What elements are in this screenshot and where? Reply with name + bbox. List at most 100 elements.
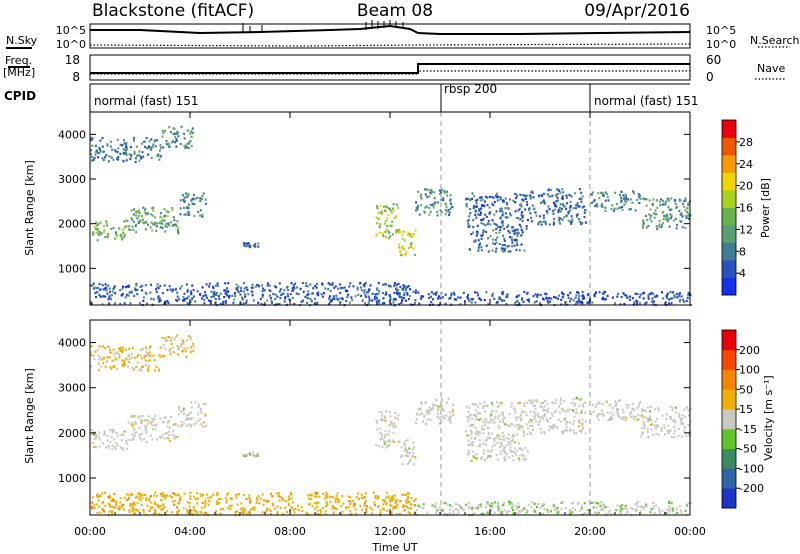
- power-echo-cell: [620, 200, 623, 203]
- power-echo-cell: [123, 302, 126, 305]
- velocity-echo-cell: [570, 402, 573, 405]
- velocity-echo-cell: [150, 501, 153, 504]
- power-echo-cell: [509, 214, 512, 217]
- velocity-echo-cell: [503, 457, 506, 460]
- power-echo-cell: [119, 143, 122, 146]
- power-echo-cell: [360, 286, 362, 289]
- power-echo-cell: [155, 288, 158, 291]
- velocity-echo-cell: [111, 428, 114, 431]
- velocity-echo-cell: [111, 448, 114, 451]
- velocity-echo-cell: [619, 512, 622, 515]
- velocity-echo-cell: [504, 455, 507, 458]
- velocity-echo-cell: [485, 506, 487, 509]
- power-echo-cell: [529, 197, 532, 200]
- power-echo-cell: [135, 282, 138, 285]
- velocity-echo-cell: [215, 502, 218, 505]
- velocity-echo-cell: [618, 415, 621, 419]
- velocity-echo-cell: [657, 425, 660, 428]
- velocity-echo-cell: [166, 432, 169, 435]
- power-echo-cell: [133, 136, 135, 139]
- power-echo-cell: [257, 242, 260, 245]
- power-echo-cell: [662, 199, 665, 202]
- velocity-echo-cell: [405, 499, 408, 502]
- power-echo-cell: [409, 288, 412, 291]
- velocity-echo-cell: [516, 433, 519, 436]
- velocity-echo-cell: [400, 454, 403, 457]
- power-echo-cell: [505, 303, 508, 306]
- velocity-echo-cell: [204, 503, 207, 506]
- power-echo-cell: [500, 247, 503, 250]
- velocity-echo-cell: [449, 421, 452, 424]
- power-echo-cell: [185, 143, 188, 146]
- velocity-echo-cell: [311, 504, 314, 507]
- power-echo-cell: [502, 200, 505, 203]
- power-colorbar-tick-label: 12: [739, 223, 753, 236]
- velocity-echo-cell: [95, 446, 98, 449]
- velocity-echo-cell: [490, 502, 493, 505]
- velocity-echo-cell: [655, 425, 658, 428]
- velocity-echo-cell: [621, 504, 624, 507]
- velocity-echo-cell: [375, 420, 378, 423]
- velocity-echo-cell: [500, 449, 503, 452]
- power-echo-cell: [185, 283, 188, 286]
- power-echo-cell: [289, 293, 292, 296]
- power-echo-cell: [620, 296, 623, 299]
- power-echo-cell: [129, 158, 132, 161]
- power-echo-cell: [403, 297, 405, 300]
- velocity-echo-cell: [620, 417, 623, 420]
- velocity-echo-cell: [136, 355, 139, 358]
- velocity-echo-cell: [187, 412, 190, 416]
- power-echo-cell: [219, 302, 222, 305]
- power-echo-cell: [164, 230, 167, 233]
- velocity-echo-cell: [101, 508, 104, 511]
- velocity-echo-cell: [622, 417, 624, 420]
- velocity-echo-cell: [467, 449, 470, 452]
- velocity-echo-cell: [386, 440, 389, 443]
- velocity-echo-cell: [653, 511, 656, 515]
- velocity-echo-cell: [173, 423, 176, 426]
- velocity-echo-cell: [125, 357, 128, 360]
- power-echo-cell: [311, 292, 314, 295]
- power-echo-cell: [519, 218, 522, 221]
- power-echo-cell: [99, 231, 102, 234]
- power-echo-cell: [496, 236, 499, 239]
- velocity-echo-cell: [104, 491, 107, 494]
- velocity-echo-cell: [663, 426, 666, 429]
- velocity-echo-cell: [197, 419, 200, 422]
- power-echo-cell: [404, 289, 407, 292]
- power-echo-cell: [529, 195, 532, 198]
- power-echo-cell: [498, 231, 501, 234]
- velocity-echo-cell: [90, 365, 93, 368]
- power-echo-cell: [428, 296, 430, 300]
- velocity-echo-cell: [112, 348, 115, 351]
- velocity-echo-cell: [97, 499, 100, 502]
- power-echo-cell: [157, 297, 159, 300]
- power-echo-cell: [91, 231, 94, 234]
- velocity-echo-cell: [250, 453, 253, 456]
- velocity-echo-cell: [444, 502, 447, 505]
- power-echo-cell: [226, 287, 228, 290]
- velocity-echo-cell: [145, 499, 148, 502]
- velocity-echo-cell: [107, 345, 110, 348]
- power-echo-cell: [171, 141, 174, 144]
- power-echo-cell: [271, 301, 273, 304]
- velocity-echo-cell: [675, 411, 678, 414]
- power-echo-cell: [110, 227, 113, 230]
- power-echo-cell: [394, 298, 397, 301]
- power-echo-cell: [476, 224, 479, 228]
- velocity-echo-cell: [249, 498, 252, 501]
- velocity-echo-cell: [131, 346, 134, 350]
- velocity-echo-cell: [580, 429, 583, 432]
- velocity-echo-cell: [334, 497, 337, 500]
- velocity-echo-cell: [525, 458, 528, 461]
- power-echo-cell: [116, 138, 119, 141]
- velocity-echo-cell: [631, 407, 634, 410]
- velocity-echo-cell: [141, 419, 144, 422]
- power-echo-cell: [375, 299, 378, 302]
- velocity-echo-cell: [402, 442, 405, 445]
- power-echo-cell: [526, 200, 528, 204]
- power-echo-cell: [644, 302, 647, 305]
- power-echo-cell: [90, 284, 93, 287]
- velocity-echo-cell: [382, 503, 385, 506]
- velocity-echo-cell: [673, 432, 676, 435]
